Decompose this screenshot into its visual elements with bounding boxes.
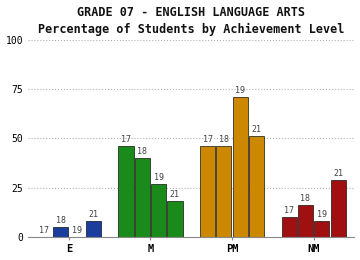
- Text: 18: 18: [137, 147, 147, 156]
- Bar: [330, 180, 346, 237]
- Text: 17: 17: [284, 206, 294, 215]
- Bar: [233, 97, 248, 237]
- Text: 19: 19: [235, 86, 245, 95]
- Text: 18: 18: [301, 194, 310, 203]
- Bar: [282, 217, 297, 237]
- Bar: [151, 184, 166, 237]
- Text: 19: 19: [317, 210, 327, 219]
- Bar: [314, 221, 329, 237]
- Title: GRADE 07 - ENGLISH LANGUAGE ARTS
Percentage of Students by Achievement Level: GRADE 07 - ENGLISH LANGUAGE ARTS Percent…: [38, 5, 345, 36]
- Bar: [298, 205, 313, 237]
- Bar: [249, 136, 264, 237]
- Text: 21: 21: [88, 210, 98, 219]
- Text: 21: 21: [170, 190, 180, 199]
- Bar: [216, 146, 231, 237]
- Text: 18: 18: [56, 216, 66, 225]
- Bar: [135, 158, 150, 237]
- Bar: [200, 146, 215, 237]
- Text: 17: 17: [121, 135, 131, 144]
- Text: 19: 19: [72, 226, 82, 235]
- Bar: [53, 227, 68, 237]
- Bar: [118, 146, 134, 237]
- Text: 18: 18: [219, 135, 229, 144]
- Text: 21: 21: [252, 125, 261, 134]
- Text: 21: 21: [333, 169, 343, 178]
- Text: 17: 17: [203, 135, 212, 144]
- Text: 17: 17: [39, 226, 49, 235]
- Bar: [86, 221, 101, 237]
- Bar: [167, 201, 183, 237]
- Text: 19: 19: [154, 173, 163, 181]
